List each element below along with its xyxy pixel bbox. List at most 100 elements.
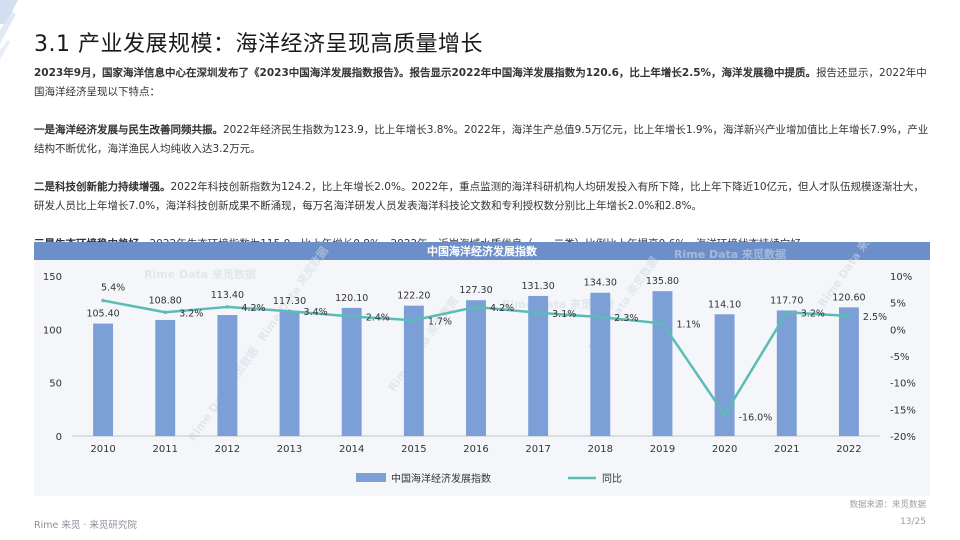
- y-right-tick-label: 0%: [890, 325, 906, 336]
- report-summary: 2023年9月，国家海洋信息中心在深圳发布了《2023中国海洋发展指数报告》。报…: [34, 64, 934, 254]
- yoy-value-label: 2.3%: [614, 313, 638, 324]
- y-left-tick-label: 0: [56, 432, 62, 443]
- x-tick-label: 2017: [525, 444, 550, 455]
- y-right-tick-label: -10%: [890, 379, 916, 390]
- bar-2010: [93, 323, 114, 436]
- chart-header-bar: [34, 242, 930, 260]
- yoy-value-label: 2.4%: [366, 313, 390, 324]
- legend-bar-label: 中国海洋经济发展指数: [391, 472, 491, 485]
- bar-2013: [279, 310, 300, 436]
- yoy-point-2014: [349, 314, 354, 319]
- page-title: 3.1 产业发展规模：海洋经济呈现高质量增长: [34, 32, 483, 57]
- bar-value-label: 134.30: [584, 278, 617, 289]
- bar-value-label: 120.60: [832, 292, 865, 303]
- yoy-value-label: -16.0%: [739, 413, 773, 424]
- paragraph-point-2: 二是科技创新能力持续增强。2022年科技创新指数为124.2，比上年增长2.0%…: [34, 178, 934, 216]
- bar-value-label: 113.40: [211, 290, 244, 301]
- bar-2020: [714, 314, 735, 436]
- watermark-text: Rime Data 来觅数据: [144, 267, 256, 281]
- yoy-point-2022: [847, 314, 851, 318]
- yoy-value-label: 3.1%: [552, 309, 576, 320]
- yoy-value-label: 5.4%: [101, 283, 125, 294]
- bar-2012: [217, 315, 238, 436]
- bar-2018: [590, 292, 611, 436]
- x-tick-label: 2014: [339, 444, 364, 455]
- yoy-value-label: 4.2%: [241, 303, 265, 314]
- yoy-point-2010: [101, 298, 105, 303]
- yoy-point-2011: [163, 310, 168, 315]
- legend-bar-swatch: [356, 473, 386, 482]
- yoy-point-2018: [598, 315, 603, 319]
- yoy-value-label: 3.4%: [304, 307, 328, 318]
- x-tick-label: 2021: [774, 444, 799, 455]
- bar-value-label: 131.30: [522, 281, 555, 292]
- x-tick-label: 2012: [215, 444, 240, 455]
- yoy-point-2013: [287, 309, 292, 313]
- y-left-tick-label: 100: [43, 325, 62, 336]
- bar-2022: [838, 307, 859, 436]
- y-right-tick-label: 10%: [890, 272, 912, 283]
- x-tick-label: 2018: [588, 444, 613, 455]
- yoy-point-2020: [722, 412, 727, 417]
- yoy-point-2016: [474, 305, 478, 309]
- yoy-value-label: 1.1%: [676, 319, 700, 330]
- bar-value-label: 105.40: [86, 309, 119, 320]
- watermark-text: Rime Data 来觅数据: [674, 247, 786, 261]
- bar-value-label: 114.10: [708, 299, 741, 310]
- chart-container: 中国海洋经济发展指数 Rime Data 来觅数据 Rime Data 来觅数据 Ri…: [34, 210, 930, 496]
- paragraph-point-1: 一是海洋经济发展与民生改善同频共振。2022年经济民生指数为123.9，比上年增…: [34, 121, 934, 159]
- paragraph-point-1-rest: 2022年经济民生指数为123.9，比上年增长3.8%。2022年，海洋生产总值…: [34, 124, 929, 155]
- bar-2011: [155, 319, 176, 436]
- yoy-point-2019: [660, 321, 665, 326]
- paragraph-point-1-bold: 一是海洋经济发展与民生改善同频共振。: [34, 124, 223, 136]
- y-right-tick-label: -5%: [890, 352, 909, 363]
- paragraph-intro-rest: 报告还显示，2022年中国海洋经济呈现以下特点：: [34, 67, 927, 98]
- paragraph-intro: 2023年9月，国家海洋信息中心在深圳发布了《2023中国海洋发展指数报告》。报…: [34, 64, 934, 102]
- yoy-point-2021: [784, 310, 789, 315]
- x-tick-label: 2013: [277, 444, 302, 455]
- yoy-value-label: 3.2%: [801, 308, 825, 319]
- paragraph-point-2-rest: 2022年科技创新指数为124.2，比上年增长2.0%。2022年，重点监测的海…: [34, 181, 925, 212]
- bar-2014: [341, 307, 362, 436]
- yoy-value-label: 3.2%: [179, 308, 203, 319]
- x-tick-label: 2011: [153, 444, 178, 455]
- y-right-tick-label: -20%: [890, 432, 916, 443]
- yoy-value-label: 1.7%: [428, 316, 452, 327]
- x-tick-label: 2015: [401, 444, 426, 455]
- yoy-value-label: 4.2%: [490, 303, 514, 314]
- bar-2016: [466, 300, 486, 436]
- y-left-tick-label: 150: [43, 272, 62, 283]
- page-number: 13/25: [900, 517, 926, 527]
- paragraph-point-2-bold: 二是科技创新能力持续增强。: [34, 181, 171, 193]
- y-right-tick-label: 5%: [890, 299, 906, 310]
- x-tick-label: 2020: [712, 444, 737, 455]
- bar-value-label: 108.80: [149, 295, 182, 306]
- paragraph-intro-bold: 2023年9月，国家海洋信息中心在深圳发布了《2023中国海洋发展指数报告》。报…: [34, 67, 817, 79]
- bar-2017: [528, 295, 549, 436]
- bar-2015: [403, 305, 424, 436]
- corner-decoration: [0, 0, 18, 60]
- bar-value-label: 127.30: [459, 285, 492, 296]
- bar-2021: [776, 310, 797, 436]
- yoy-point-2017: [536, 311, 540, 315]
- bar-value-label: 122.20: [397, 291, 430, 302]
- bar-value-label: 120.10: [335, 293, 368, 304]
- legend-line-label: 同比: [602, 473, 622, 485]
- yoy-point-2012: [225, 305, 230, 309]
- footer-logo: Rime 来觅 · 来觅研究院: [34, 520, 137, 531]
- bar-value-label: 117.70: [770, 295, 803, 306]
- x-tick-label: 2010: [90, 444, 115, 455]
- data-source: 数据来源：来觅数据: [849, 500, 926, 510]
- chart-title: 中国海洋经济发展指数: [427, 244, 538, 258]
- yoy-value-label: 2.5%: [863, 312, 887, 323]
- bar-2019: [652, 291, 673, 436]
- bar-value-label: 117.30: [273, 296, 306, 307]
- x-tick-label: 2016: [463, 444, 488, 455]
- x-tick-label: 2022: [836, 444, 861, 455]
- bar-value-label: 135.80: [646, 276, 679, 287]
- y-left-tick-label: 50: [49, 379, 62, 390]
- x-tick-label: 2019: [650, 444, 675, 455]
- yoy-point-2015: [412, 318, 416, 323]
- y-right-tick-label: -15%: [890, 405, 916, 416]
